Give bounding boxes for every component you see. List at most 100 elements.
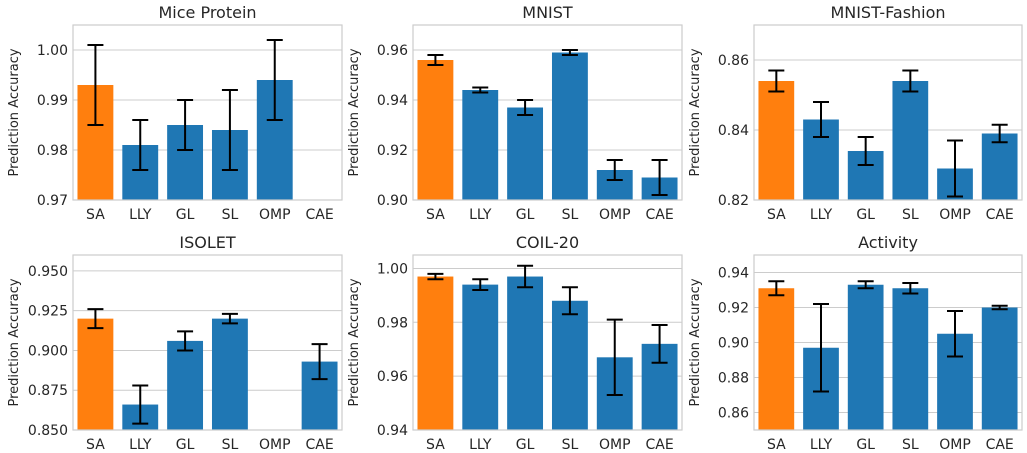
y-tick-label: 0.925 <box>28 304 68 320</box>
bar-lly <box>462 284 499 430</box>
y-axis-label: Prediction Accuracy <box>347 278 362 406</box>
bar-cae <box>981 133 1018 200</box>
x-tick-label: LLY <box>810 207 833 223</box>
bar-sl <box>892 81 929 200</box>
x-tick-label: OMP <box>259 207 291 223</box>
x-tick-label: GL <box>516 207 535 223</box>
error-bar-sl <box>902 69 919 93</box>
x-tick-label: CAE <box>305 207 333 223</box>
y-tick-label: 0.97 <box>37 193 68 209</box>
y-tick-label: 0.94 <box>377 423 408 439</box>
bar-sl <box>892 288 929 430</box>
x-tick-label: CAE <box>986 207 1014 223</box>
error-bar-cae <box>651 159 668 196</box>
y-tick-label: 0.92 <box>377 143 408 159</box>
y-axis-label: Prediction Accuracy <box>688 278 703 406</box>
error-bar-sl <box>221 89 238 171</box>
subplot-mnist: 0.90 0.92 0.94 0.96 SA LLY GL SL OMP CAE MNIST Pred… <box>347 3 683 223</box>
y-tick-label: 0.850 <box>28 423 68 439</box>
bar-sl <box>551 300 588 430</box>
bar-gl <box>847 284 884 430</box>
y-tick-label: 0.900 <box>28 343 68 359</box>
axes-frame <box>72 254 343 431</box>
x-tick-label: SA <box>426 437 445 449</box>
x-tick-label: CAE <box>645 437 673 449</box>
x-tick-label: OMP <box>599 437 631 449</box>
x-tick-label: SL <box>222 207 239 223</box>
error-bar-sa <box>768 69 785 93</box>
axes-frame <box>412 254 683 431</box>
x-tick-label: CAE <box>645 207 673 223</box>
bar-sa <box>758 288 795 430</box>
x-tick-label: LLY <box>469 437 492 449</box>
chart-title: MNIST-Fashion <box>830 3 945 22</box>
bar-sl <box>211 318 248 430</box>
y-tick-label: 0.86 <box>718 53 749 69</box>
y-tick-label: 0.98 <box>37 143 68 159</box>
error-bar-sl <box>561 286 578 316</box>
error-bar-gl <box>857 136 874 166</box>
y-tick-label: 0.875 <box>28 383 68 399</box>
x-tick-label: GL <box>856 437 875 449</box>
error-bar-omp <box>606 159 623 181</box>
axes-frame <box>412 24 683 201</box>
y-tick-label: 0.82 <box>718 193 749 209</box>
subplot-mice-protein: 0.97 0.98 0.99 1.00 SA LLY GL SL OMP CAE Mice Prot… <box>7 3 343 223</box>
x-tick-label: CAE <box>305 437 333 449</box>
x-tick-label: GL <box>516 437 535 449</box>
y-axis-label: Prediction Accuracy <box>7 48 22 176</box>
error-bar-gl <box>517 99 534 116</box>
y-axis-label: Prediction Accuracy <box>347 48 362 176</box>
x-tick-label: SL <box>902 207 919 223</box>
chart-title: ISOLET <box>179 233 235 252</box>
y-tick-label: 0.88 <box>718 371 749 387</box>
chart-title: MNIST <box>522 3 573 22</box>
y-tick-label: 0.950 <box>28 264 68 280</box>
error-bar-omp <box>947 310 963 358</box>
bar-sa <box>758 81 795 200</box>
error-bar-lly <box>132 119 149 171</box>
x-tick-label: SA <box>767 207 786 223</box>
bar-sa <box>417 276 454 430</box>
error-bar-sa <box>87 44 104 126</box>
axes-frame <box>753 24 1023 201</box>
x-tick-label: LLY <box>129 437 152 449</box>
subplot-activity: 0.86 0.88 0.90 0.92 0.94 SA LLY GL SL OMP CAE Activ… <box>688 233 1023 453</box>
error-bar-omp <box>266 39 283 121</box>
x-tick-label: OMP <box>939 207 971 223</box>
error-bar-omp <box>606 318 623 396</box>
chart-title: COIL-20 <box>516 233 579 252</box>
x-tick-label: SA <box>86 437 105 449</box>
error-bar-sa <box>768 280 785 297</box>
y-tick-label: 1.00 <box>377 261 408 277</box>
error-bar-sa <box>427 54 444 66</box>
x-tick-label: SL <box>222 437 239 449</box>
y-axis-label: Prediction Accuracy <box>688 48 703 176</box>
x-tick-label: LLY <box>469 207 492 223</box>
y-axis-label: Prediction Accuracy <box>7 278 22 406</box>
y-tick-label: 0.99 <box>37 93 68 109</box>
y-tick-label: 0.86 <box>718 406 749 422</box>
axes-frame <box>753 254 1023 431</box>
error-bar-cae <box>311 343 328 381</box>
bar-gl <box>167 340 204 430</box>
bar-sa <box>77 318 114 430</box>
subplot-isolet: 0.850 0.875 0.900 0.925 0.950 SA LLY GL SL OMP CAE… <box>7 233 343 453</box>
subplot-coil-20: 0.94 0.96 0.98 1.00 SA LLY GL SL OMP CAE COIL-20 Pr… <box>347 233 683 453</box>
chart-title: Mice Protein <box>158 3 256 22</box>
x-tick-label: SA <box>426 207 445 223</box>
x-tick-label: LLY <box>129 207 152 223</box>
error-bar-gl <box>857 280 874 290</box>
error-bar-cae <box>991 304 1008 311</box>
x-tick-label: SL <box>562 437 579 449</box>
x-tick-label: SA <box>86 207 105 223</box>
error-bar-lly <box>813 303 829 393</box>
bar-cae <box>981 307 1018 430</box>
bar-sl <box>551 52 588 200</box>
y-tick-label: 0.92 <box>718 301 749 317</box>
error-bar-cae <box>651 324 668 364</box>
y-tick-label: 0.94 <box>718 266 749 282</box>
error-bar-lly <box>472 278 489 291</box>
error-bar-sa <box>87 308 104 330</box>
